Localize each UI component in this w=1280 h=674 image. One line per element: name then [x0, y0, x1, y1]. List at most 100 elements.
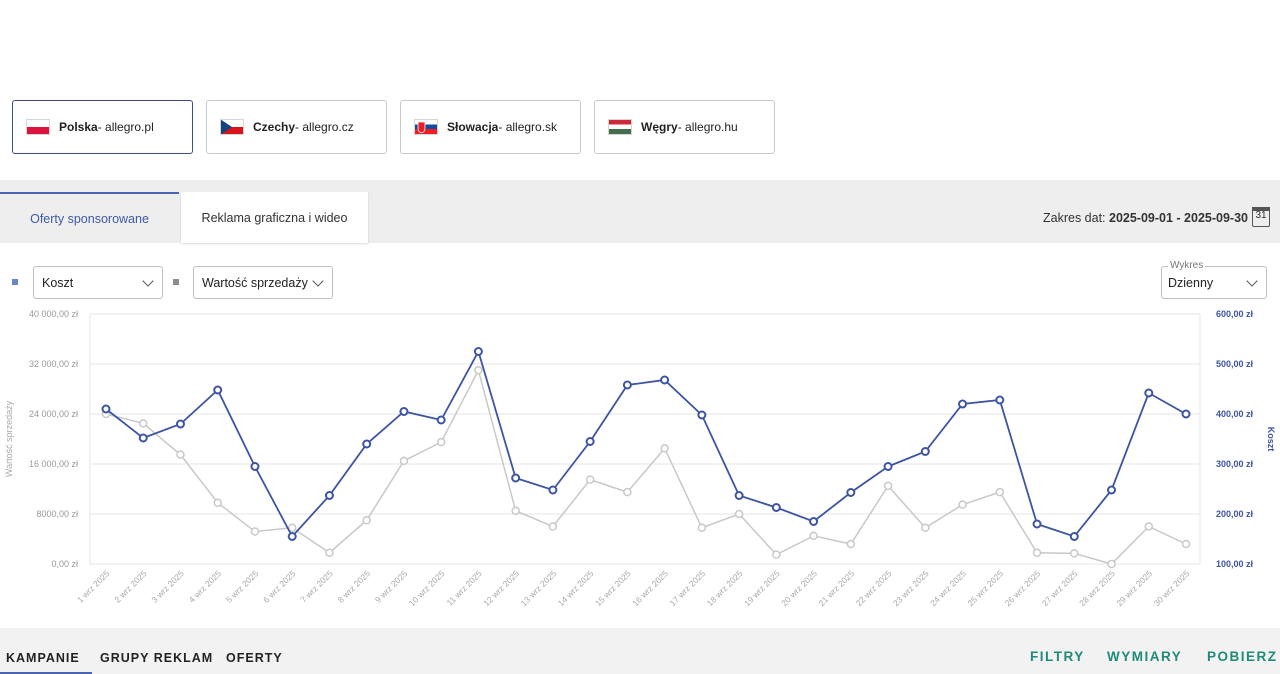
metric2-select[interactable]: Wartość sprzedaży — [193, 266, 333, 299]
series-line-cost — [105, 349, 1187, 539]
x-tick-label: 22 wrz 2025 — [854, 568, 894, 608]
data-point-cost — [920, 447, 930, 456]
data-point-sales — [623, 487, 632, 497]
data-point-sales — [883, 481, 893, 491]
x-tick-label: 29 wrz 2025 — [1114, 568, 1154, 608]
y-tick-left: 24 000,00 zł — [29, 409, 78, 419]
data-point-cost — [511, 473, 521, 483]
legend-sales-swatch — [173, 279, 179, 285]
data-point-sales — [213, 498, 222, 507]
chart-mode-select[interactable]: Wykres Dzienny — [1161, 260, 1267, 299]
data-point-cost — [883, 462, 893, 471]
x-tick-label: 25 wrz 2025 — [965, 568, 1005, 608]
dimensions-button[interactable]: WYMIARY — [1107, 649, 1183, 664]
tab-display-video[interactable]: Reklama graficzna i wideo — [181, 192, 368, 243]
data-point-cost — [548, 485, 558, 495]
chevron-down-icon — [142, 275, 154, 287]
data-point-cost — [362, 439, 372, 449]
x-tick-label: 15 wrz 2025 — [593, 568, 633, 608]
data-point-sales — [995, 487, 1005, 497]
metric2-value: Wartość sprzedaży — [202, 275, 308, 290]
market-domain: - allegro.cz — [295, 120, 354, 134]
y-tick-right: 100,00 zł — [1216, 559, 1254, 569]
date-range[interactable]: Zakres dat: 2025-09-01 - 2025-09-30 — [1043, 211, 1248, 225]
x-tick-label: 26 wrz 2025 — [1003, 568, 1043, 608]
data-point-cost — [175, 419, 185, 429]
data-point-cost — [1032, 519, 1042, 529]
data-point-cost — [697, 410, 707, 420]
x-tick-label: 11 wrz 2025 — [444, 568, 484, 608]
data-point-sales — [1070, 549, 1079, 558]
data-point-cost — [473, 347, 483, 356]
download-button[interactable]: POBIERZ — [1207, 649, 1278, 664]
x-tick-label: 4 wrz 2025 — [187, 568, 224, 605]
data-point-sales — [958, 500, 967, 509]
data-point-sales — [809, 531, 818, 541]
data-point-cost — [1069, 532, 1079, 541]
data-point-sales — [772, 550, 781, 559]
date-range-value: 2025-09-01 - 2025-09-30 — [1109, 211, 1248, 225]
data-point-cost — [1107, 485, 1117, 495]
tab-campaigns[interactable]: KAMPANIE — [0, 651, 92, 674]
y-tick-left: 40 000,00 zł — [29, 309, 78, 319]
market-card-sk[interactable]: Słowacja - allegro.sk — [400, 100, 581, 154]
data-point-sales — [399, 456, 409, 466]
data-point-sales — [548, 522, 558, 531]
y-tick-left: 16 000,00 zł — [29, 459, 78, 469]
bottom-bar: KAMPANIE GRUPY REKLAM OFERTY FILTRY WYMI… — [0, 628, 1280, 674]
x-tick-label: 1 wrz 2025 — [75, 568, 112, 605]
y-tick-right: 300,00 zł — [1216, 459, 1254, 469]
tab-ad-groups[interactable]: GRUPY REKLAM — [100, 651, 214, 665]
data-point-cost — [250, 462, 260, 471]
data-point-sales — [1107, 559, 1116, 569]
x-tick-label: 9 wrz 2025 — [373, 568, 410, 605]
calendar-icon[interactable]: 31 — [1252, 207, 1270, 227]
chart-mode-legend: Wykres — [1168, 260, 1206, 271]
data-point-cost — [622, 380, 632, 390]
x-tick-label: 18 wrz 2025 — [705, 568, 745, 608]
market-country: Polska — [59, 120, 98, 134]
metric1-value: Koszt — [42, 275, 74, 290]
y-tick-left: 32 000,00 zł — [29, 359, 78, 369]
data-point-cost — [138, 433, 148, 443]
data-point-sales — [176, 450, 185, 459]
data-point-cost — [287, 532, 297, 541]
data-point-sales — [511, 506, 520, 516]
flag-pl-icon — [26, 119, 50, 135]
data-point-sales — [325, 548, 334, 557]
data-point-cost — [995, 395, 1005, 405]
chevron-down-icon — [1246, 275, 1258, 287]
market-domain: - allegro.hu — [677, 120, 738, 134]
market-country: Węgry — [641, 120, 678, 134]
data-point-sales — [1181, 539, 1191, 549]
data-point-sales — [846, 539, 856, 549]
y-tick-right: 200,00 zł — [1216, 509, 1254, 519]
market-country: Czechy — [253, 120, 296, 134]
data-point-sales — [362, 516, 371, 525]
x-tick-label: 17 wrz 2025 — [667, 568, 707, 608]
x-tick-label: 27 wrz 2025 — [1040, 568, 1080, 608]
market-card-cz[interactable]: Czechy - allegro.cz — [206, 100, 387, 154]
data-point-cost — [1181, 409, 1191, 419]
y-axis-label-right: Koszt — [1266, 427, 1276, 452]
market-card-pl[interactable]: Polska - allegro.pl — [12, 100, 193, 154]
data-point-cost — [585, 437, 595, 446]
x-tick-label: 14 wrz 2025 — [556, 568, 596, 608]
x-tick-label: 28 wrz 2025 — [1077, 568, 1117, 608]
tab-offers[interactable]: OFERTY — [226, 651, 283, 665]
data-point-cost — [213, 385, 223, 395]
market-card-hu[interactable]: Węgry - allegro.hu — [594, 100, 775, 154]
x-tick-label: 7 wrz 2025 — [298, 568, 335, 605]
date-range-label: Zakres dat: — [1043, 211, 1109, 225]
tab-sponsored-offers[interactable]: Oferty sponsorowane — [0, 192, 179, 243]
flag-cz-icon — [220, 119, 244, 135]
metric1-select[interactable]: Koszt — [33, 266, 163, 299]
filters-button[interactable]: FILTRY — [1030, 649, 1085, 664]
x-tick-label: 3 wrz 2025 — [149, 568, 186, 605]
data-point-cost — [809, 517, 819, 526]
data-point-cost — [958, 399, 968, 409]
y-tick-left: 8000,00 zł — [36, 509, 78, 519]
data-point-cost — [734, 491, 744, 500]
market-selector: Polska - allegro.pl Czechy - allegro.cz … — [0, 100, 1280, 156]
x-tick-label: 13 wrz 2025 — [518, 568, 558, 608]
